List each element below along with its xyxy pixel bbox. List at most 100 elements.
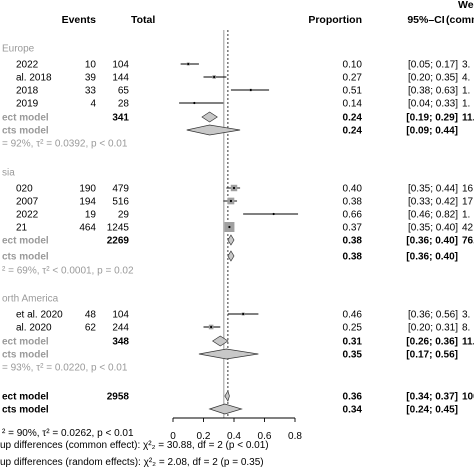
study-total: 1245 — [107, 223, 130, 234]
subgroup-random-ci: [0.09; 0.44] — [406, 126, 458, 137]
study-proportion: 0.40 — [343, 184, 363, 195]
study-proportion: 0.37 — [343, 223, 363, 234]
study-events: 48 — [85, 310, 97, 321]
x-tick-label: 0 — [170, 431, 176, 442]
study-events: 194 — [79, 197, 96, 208]
subgroup-heterogeneity: ² = 69%, τ² < 0.0001, p = 0.02 — [2, 266, 134, 277]
study-weight: 1. — [462, 210, 470, 221]
study-proportion: 0.14 — [343, 99, 363, 110]
subgroup-common-diamond — [212, 335, 229, 347]
study-events: 190 — [79, 184, 96, 195]
subgroup-common-ci: [0.36; 0.40] — [406, 236, 458, 247]
overall-random-diamond — [208, 403, 243, 415]
study-total: 244 — [112, 323, 129, 334]
subgroup-common-weight: 76. — [462, 236, 474, 247]
study-point — [187, 62, 190, 66]
study-ci: [0.05; 0.17] — [408, 60, 458, 71]
study-proportion: 0.10 — [343, 60, 363, 71]
x-tick-label: 0.6 — [258, 431, 272, 442]
study-proportion: 0.25 — [343, 323, 363, 334]
study-events: 62 — [85, 323, 97, 334]
study-point — [228, 225, 231, 229]
study-weight: 42. — [462, 223, 474, 234]
study-weight: 3. — [462, 310, 470, 321]
study-events: 10 — [85, 60, 97, 71]
subgroup-common-label: ect model — [2, 337, 49, 348]
study-label: 020 — [16, 184, 33, 195]
study-proportion: 0.38 — [343, 197, 363, 208]
study-proportion: 0.46 — [343, 310, 363, 321]
study-total: 104 — [112, 310, 129, 321]
study-events: 464 — [79, 223, 96, 234]
study-point — [272, 212, 275, 216]
overall-common-label: ect model — [2, 392, 49, 403]
subgroup-heterogeneity: = 93%, τ² = 0.0220, p < 0.01 — [2, 363, 128, 374]
group-heading: sia — [2, 168, 15, 179]
subgroup-common-ci: [0.26; 0.36] — [406, 337, 458, 348]
overall-common-diamond — [224, 390, 230, 402]
x-tick-label: 0.2 — [197, 431, 211, 442]
study-total: 65 — [118, 86, 130, 97]
study-point — [210, 325, 213, 329]
overall-heterogeneity: ² = 90%, τ² = 0.0262, p < 0.01 — [2, 428, 134, 439]
study-label: 2019 — [16, 99, 39, 110]
study-proportion: 0.51 — [343, 86, 363, 97]
study-total: 29 — [118, 210, 130, 221]
study-weight: 16. — [462, 184, 474, 195]
study-total: 516 — [112, 197, 129, 208]
x-tick-label: 0.4 — [227, 431, 241, 442]
study-ci: [0.20; 0.35] — [408, 73, 458, 84]
study-ci: [0.35; 0.40] — [408, 223, 458, 234]
study-point — [213, 75, 216, 79]
study-label: 21 — [16, 223, 28, 234]
subgroup-common-total: 2269 — [107, 236, 130, 247]
study-label: 2022 — [16, 60, 39, 71]
group-heading: Europe — [2, 44, 35, 55]
header-events: Events — [62, 14, 97, 26]
overall-random-proportion: 0.34 — [343, 405, 363, 416]
overall-common-weight: 100. — [462, 392, 474, 403]
subgroup-common-weight: 11. — [462, 337, 474, 348]
study-ci: [0.04; 0.33] — [408, 99, 458, 110]
study-weight: 1. — [462, 86, 470, 97]
study-point — [193, 101, 196, 105]
study-label: 2007 — [16, 197, 39, 208]
study-weight: 3. — [462, 60, 470, 71]
study-ci: [0.35; 0.44] — [408, 184, 458, 195]
header-weight-common: (comm — [446, 14, 474, 26]
subgroup-common-label: ect model — [2, 236, 49, 247]
header-ci: 95%–CI — [407, 14, 444, 26]
overall-common-total: 2958 — [107, 392, 130, 403]
subgroup-common-diamond — [201, 111, 218, 123]
study-proportion: 0.66 — [343, 210, 363, 221]
subgroup-random-label: cts model — [2, 126, 49, 137]
overall-random-label: cts model — [2, 405, 49, 416]
overall-common-ci: [0.34; 0.37] — [406, 392, 458, 403]
study-ci: [0.33; 0.42] — [408, 197, 458, 208]
subgroup-common-proportion: 0.31 — [343, 337, 363, 348]
study-label: et al. 2020 — [16, 310, 63, 321]
study-point — [229, 199, 233, 203]
subgroup-heterogeneity: = 92%, τ² = 0.0392, p < 0.01 — [2, 139, 128, 150]
study-events: 4 — [90, 99, 96, 110]
study-point — [242, 312, 245, 316]
subgroup-common-total: 341 — [112, 113, 129, 124]
study-total: 144 — [112, 73, 129, 84]
study-weight: 4. — [462, 73, 470, 84]
subgroup-test-random: up differences (random effects): χ²₂ = 2… — [0, 457, 264, 468]
subgroup-random-label: cts model — [2, 252, 49, 263]
subgroup-random-diamond — [186, 124, 241, 136]
study-ci: [0.38; 0.63] — [408, 86, 458, 97]
subgroup-random-ci: [0.36; 0.40] — [406, 252, 458, 263]
overall-random-ci: [0.24; 0.45] — [406, 405, 458, 416]
study-weight: 17. — [462, 197, 474, 208]
study-events: 33 — [85, 86, 97, 97]
study-total: 104 — [112, 60, 129, 71]
subgroup-common-total: 348 — [112, 337, 129, 348]
header-total: Total — [131, 14, 155, 26]
subgroup-common-weight: 11. — [462, 113, 474, 124]
study-total: 28 — [118, 99, 130, 110]
subgroup-random-diamond — [198, 348, 259, 360]
study-events: 39 — [85, 73, 97, 84]
